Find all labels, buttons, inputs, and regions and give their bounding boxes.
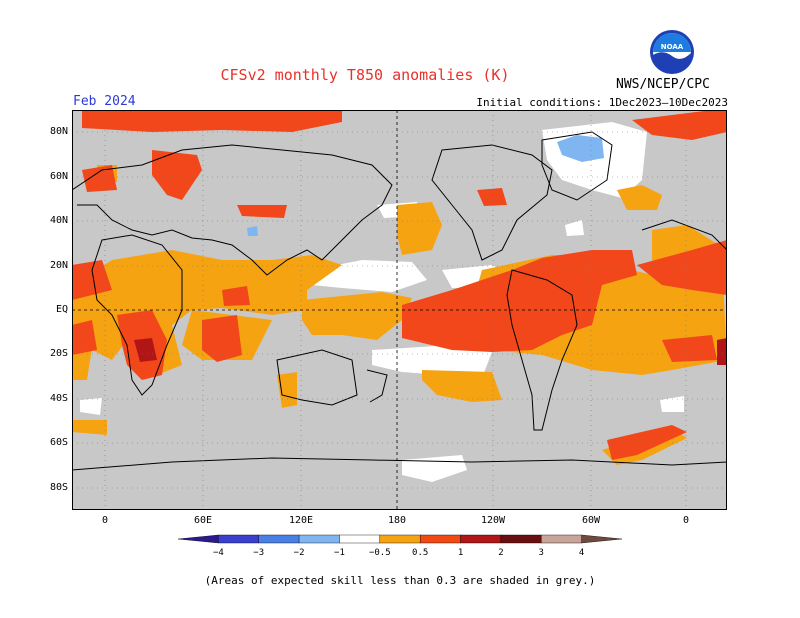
colorbar: −4 −3 −2 −1 −0.5 0.5 1 2 3 4: [177, 534, 623, 558]
lon-label: 0: [682, 515, 690, 526]
colorbar-tick-label: −2: [294, 548, 305, 558]
anomaly-map: [72, 110, 727, 510]
dark-red-anomaly-areas: [134, 338, 727, 365]
red-anomaly-areas: [72, 110, 727, 460]
lat-label: 60S: [49, 437, 68, 448]
colorbar-swatch: [339, 534, 381, 544]
lon-label: 180: [387, 515, 407, 526]
noaa-logo: NOAA: [650, 30, 694, 74]
lat-label: 40S: [49, 393, 68, 404]
lon-label: 60E: [193, 515, 213, 526]
lat-label: 60N: [49, 171, 68, 182]
colorbar-swatch: [500, 534, 542, 544]
colorbar-tick-label: −1: [334, 548, 345, 558]
initial-conditions: Initial conditions: 1Dec2023–10Dec2023: [476, 96, 728, 109]
coastlines: [72, 131, 727, 471]
colorbar-swatch: [460, 534, 502, 544]
colorbar-swatch: [581, 534, 623, 544]
lat-label: 20S: [49, 348, 68, 359]
lon-label: 120E: [288, 515, 314, 526]
colorbar-tick-label: 0.5: [412, 548, 428, 558]
lat-label: 20N: [49, 260, 68, 271]
colorbar-tick-label: −0.5: [369, 548, 391, 558]
colorbar-tick-label: −4: [213, 548, 224, 558]
colorbar-tick-label: 2: [498, 548, 503, 558]
lon-label: 0: [101, 515, 109, 526]
colorbar-tick-label: −3: [253, 548, 264, 558]
svg-text:NOAA: NOAA: [661, 43, 684, 51]
colorbar-swatch: [177, 534, 219, 544]
colorbar-tick-label: 4: [579, 548, 584, 558]
colorbar-swatch: [419, 534, 461, 544]
colorbar-swatch: [258, 534, 300, 544]
colorbar-swatch: [298, 534, 340, 544]
colorbar-swatch: [379, 534, 421, 544]
colorbar-tick-label: 3: [539, 548, 544, 558]
blue-anomaly-areas: [247, 135, 604, 236]
lon-label: 120W: [480, 515, 506, 526]
lat-label: EQ: [55, 304, 68, 315]
map-title: CFSv2 monthly T850 anomalies (K): [220, 66, 510, 84]
forecast-month: Feb 2024: [73, 94, 136, 109]
lat-label: 40N: [49, 215, 68, 226]
lat-label: 80N: [49, 126, 68, 137]
lat-label: 80S: [49, 482, 68, 493]
colorbar-tick-label: 1: [458, 548, 463, 558]
skill-footnote: (Areas of expected skill less than 0.3 a…: [204, 574, 596, 587]
org-label: NWS/NCEP/CPC: [616, 77, 710, 92]
colorbar-swatch: [218, 534, 259, 544]
lon-label: 60W: [581, 515, 601, 526]
colorbar-swatch: [541, 534, 582, 544]
